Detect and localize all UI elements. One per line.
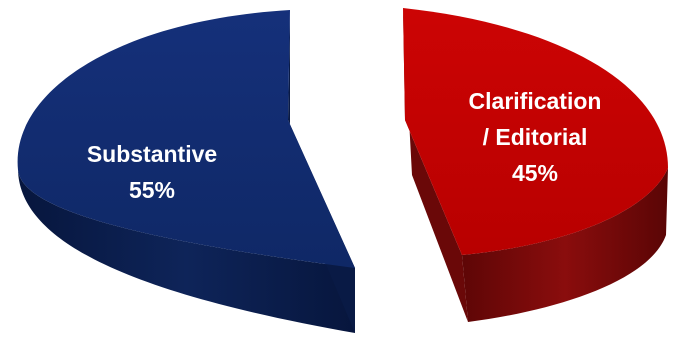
slice-label-name-line-1: Clarification — [469, 88, 602, 114]
slice-top-clarification-editorial — [403, 8, 668, 255]
slice-label-group-substantive: Substantive 55% — [87, 141, 217, 203]
slice-label-name: Substantive — [87, 141, 217, 167]
slice-label-group-clarification-editorial: Clarification / Editorial 45% — [469, 88, 602, 186]
slice-top-substantive — [17, 10, 355, 268]
slice-inner-wall-clarification-editorial — [403, 8, 468, 322]
slice-side-clarification-editorial — [462, 168, 668, 322]
pie-slice-clarification-editorial — [403, 8, 668, 322]
pie-slice-substantive — [17, 10, 355, 333]
slice-label-value: 55% — [129, 177, 175, 203]
slice-label-value: 45% — [512, 160, 558, 186]
slice-side-substantive — [18, 170, 355, 333]
slice-label-name-line-2: / Editorial — [483, 124, 588, 150]
